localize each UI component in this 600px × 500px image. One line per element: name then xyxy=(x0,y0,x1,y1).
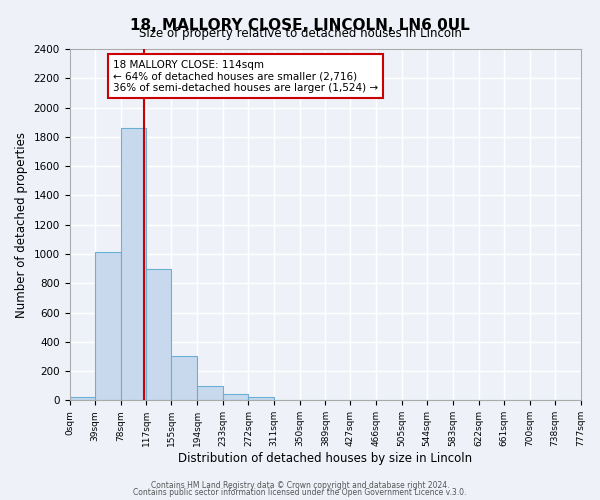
Text: 18, MALLORY CLOSE, LINCOLN, LN6 0UL: 18, MALLORY CLOSE, LINCOLN, LN6 0UL xyxy=(130,18,470,32)
Text: Size of property relative to detached houses in Lincoln: Size of property relative to detached ho… xyxy=(139,28,461,40)
Bar xyxy=(197,386,223,400)
Bar xyxy=(121,128,146,400)
Bar xyxy=(248,398,274,400)
X-axis label: Distribution of detached houses by size in Lincoln: Distribution of detached houses by size … xyxy=(178,452,472,465)
Bar xyxy=(95,252,121,400)
Text: 18 MALLORY CLOSE: 114sqm
← 64% of detached houses are smaller (2,716)
36% of sem: 18 MALLORY CLOSE: 114sqm ← 64% of detach… xyxy=(113,60,378,92)
Bar xyxy=(172,356,197,401)
Bar xyxy=(70,398,95,400)
Bar xyxy=(223,394,248,400)
Text: Contains HM Land Registry data © Crown copyright and database right 2024.: Contains HM Land Registry data © Crown c… xyxy=(151,480,449,490)
Text: Contains public sector information licensed under the Open Government Licence v.: Contains public sector information licen… xyxy=(133,488,467,497)
Y-axis label: Number of detached properties: Number of detached properties xyxy=(15,132,28,318)
Bar xyxy=(146,268,172,400)
